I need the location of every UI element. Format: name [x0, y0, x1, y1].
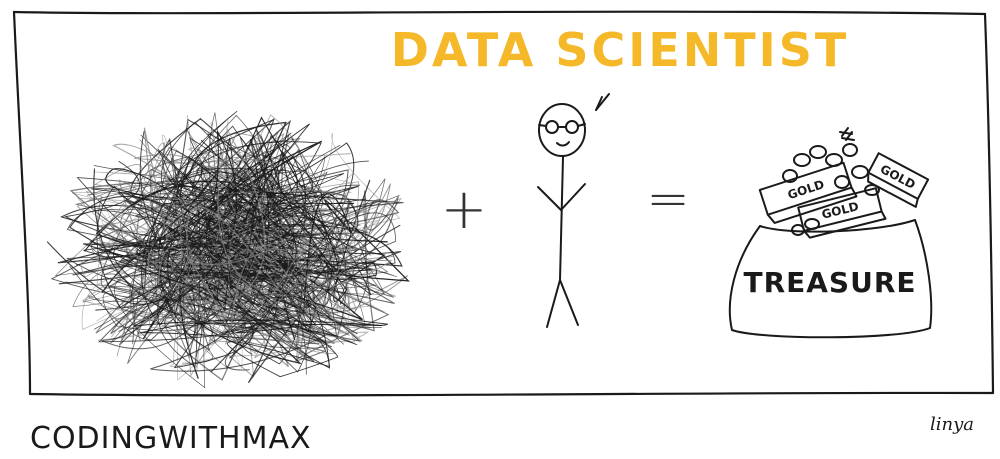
scribble-stroke: [95, 168, 357, 375]
scribble-stroke: [166, 121, 388, 379]
stick-figure-data-scientist: [537, 93, 610, 328]
scribble-stroke: [81, 172, 379, 344]
artist-signature: linya: [930, 414, 974, 435]
treasure-label: TREASURE: [743, 266, 916, 299]
scribble-stroke: [101, 140, 410, 341]
scribble-stroke: [88, 138, 377, 364]
treasure-bag: GOLD GOLD GOLD: [728, 127, 933, 339]
footer-brand: CODINGWITHMAX: [30, 421, 312, 456]
tangled-data-scribble: [46, 110, 410, 389]
scribble-stroke: [118, 170, 404, 372]
scribble-stroke: [110, 128, 341, 335]
equals-sign: =: [646, 169, 690, 229]
comic-title: DATA SCIENTIST: [391, 23, 850, 77]
gold-bar-3: GOLD: [867, 152, 930, 208]
panel-frame: [12, 10, 995, 397]
plus-sign: +: [441, 177, 488, 242]
scribble-stroke: [85, 134, 374, 333]
scribble-stroke: [63, 131, 327, 369]
